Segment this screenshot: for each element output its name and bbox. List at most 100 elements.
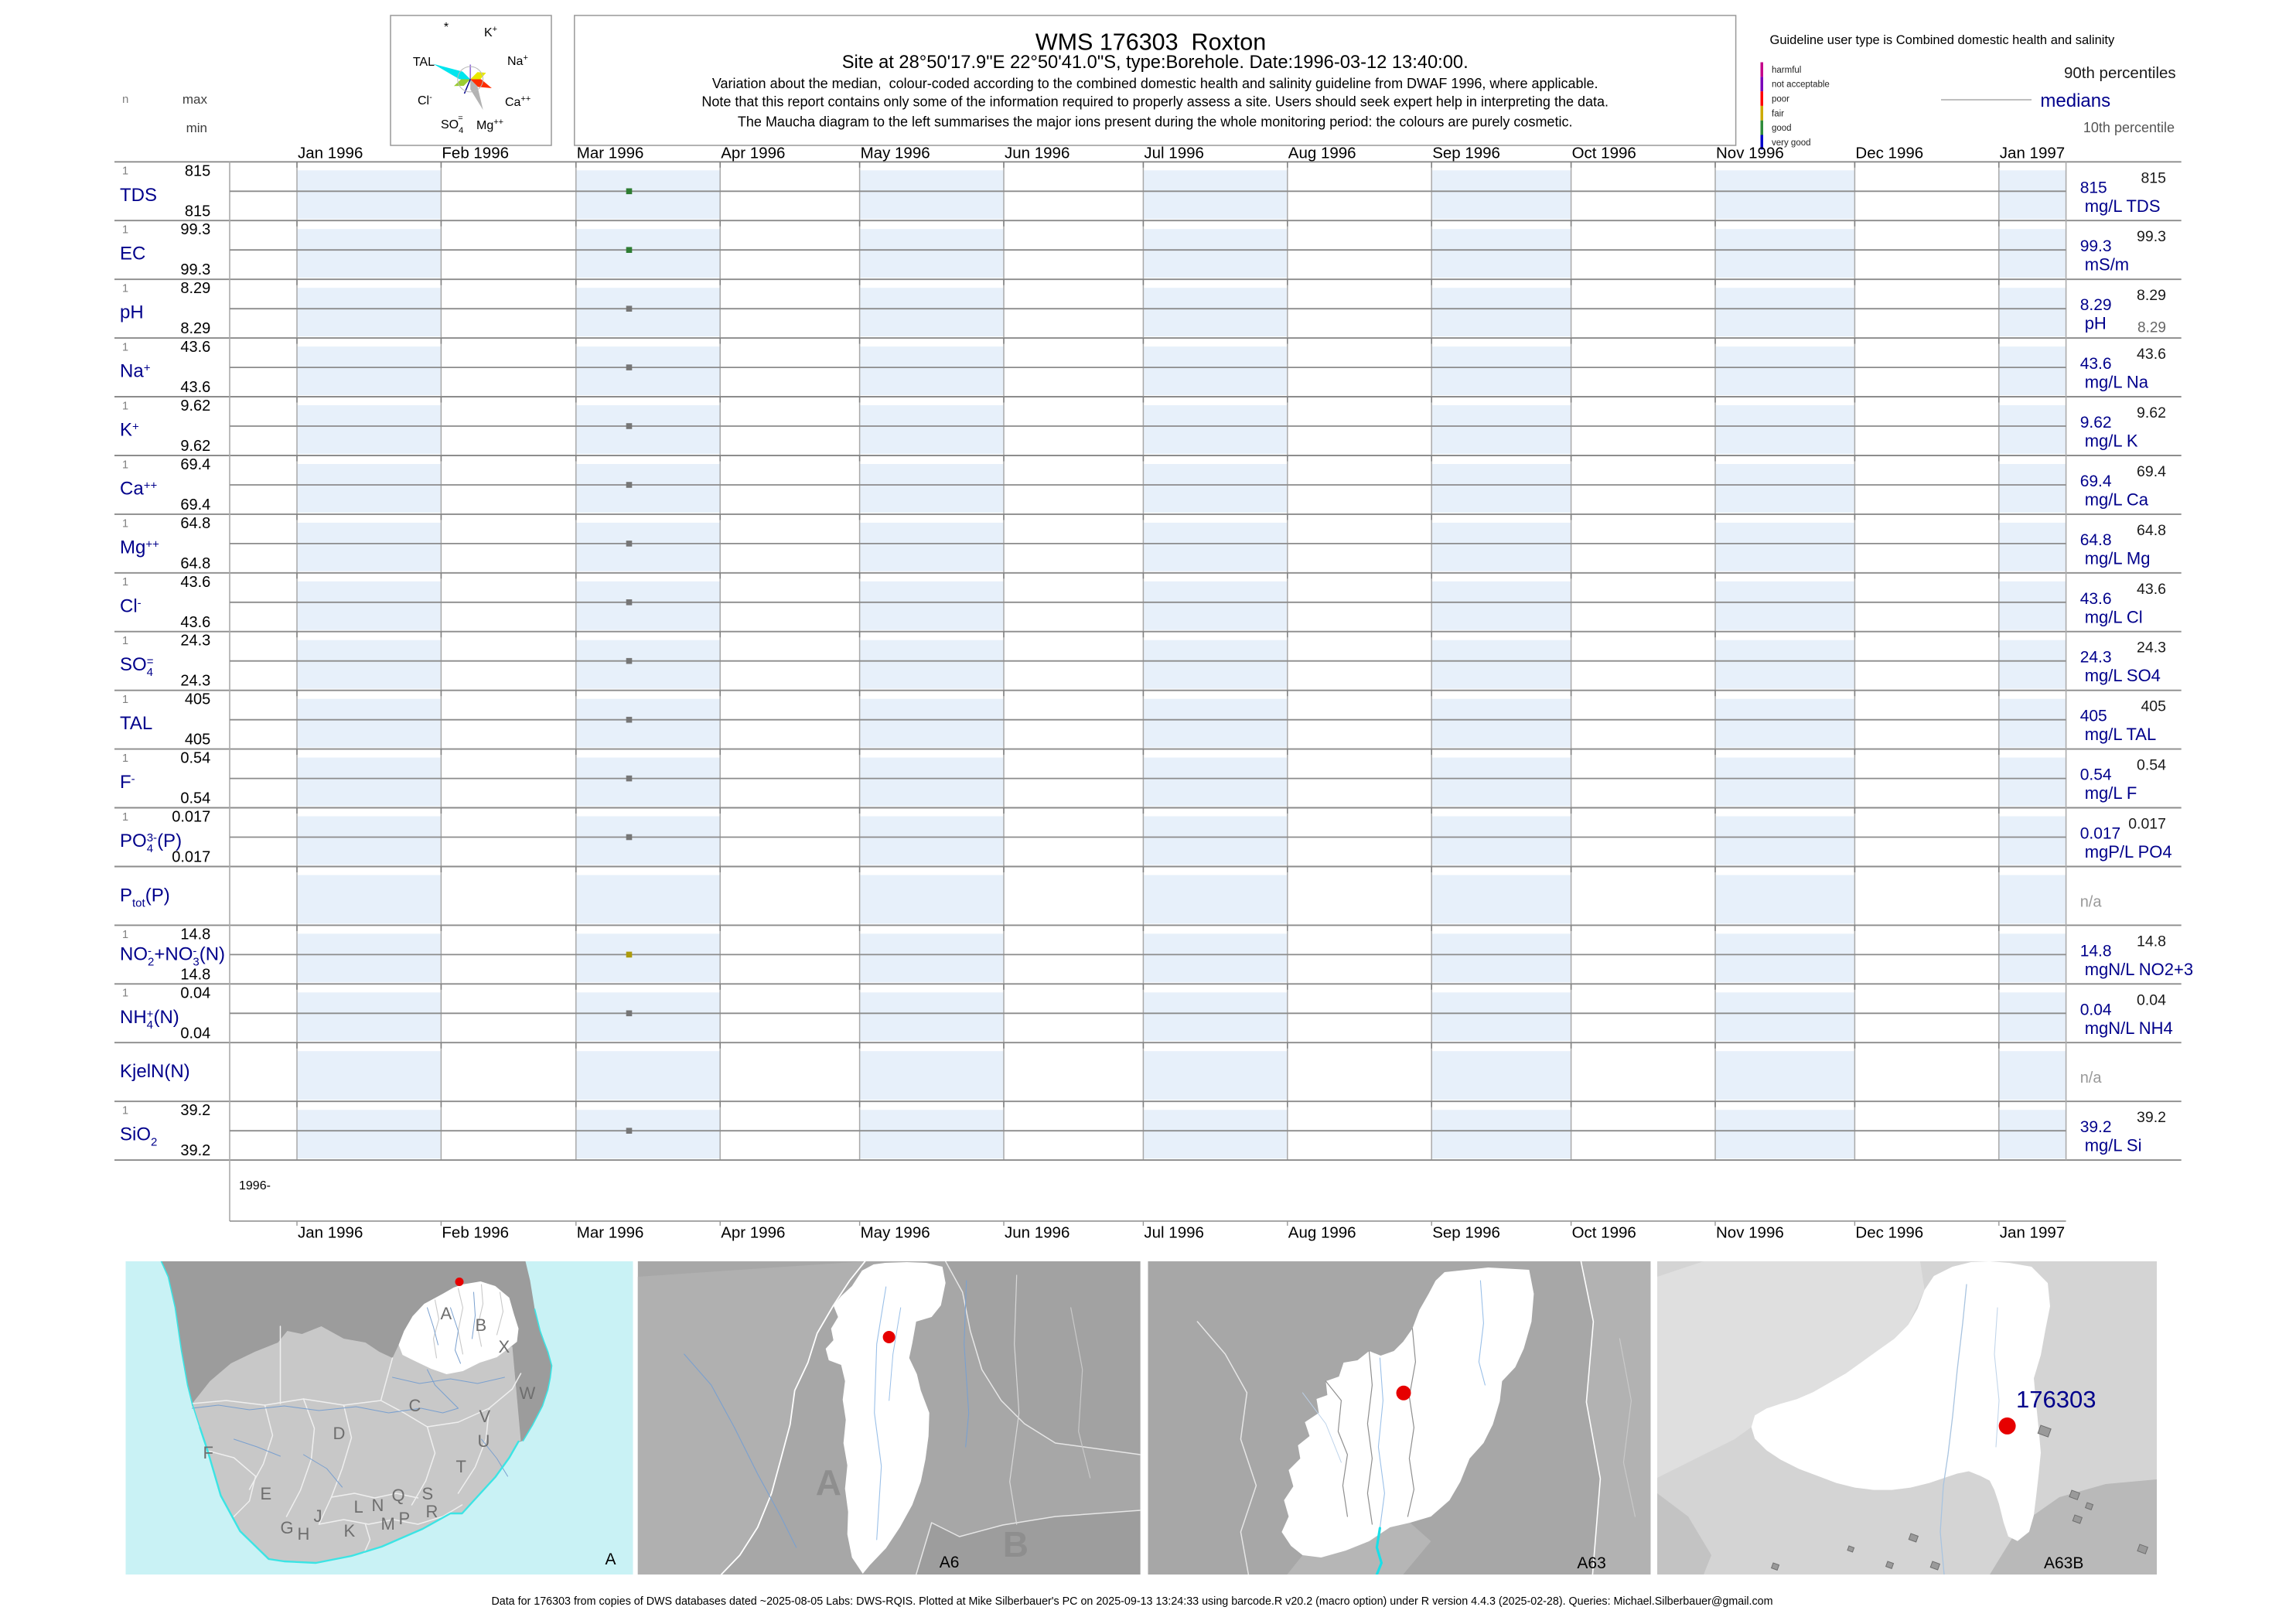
svg-text:43.6: 43.6 [180,614,210,631]
svg-text:mg/L Mg: mg/L Mg [2085,548,2151,568]
svg-text:mg/L Na: mg/L Na [2085,373,2149,392]
svg-text:A63: A63 [1577,1554,1605,1572]
svg-text:*: * [444,21,449,34]
svg-text:Na+: Na+ [507,53,528,68]
svg-text:S: S [422,1484,434,1503]
svg-text:9.62: 9.62 [180,438,210,455]
svg-text:K: K [344,1521,356,1540]
svg-text:99.3: 99.3 [180,261,210,278]
svg-text:W: W [520,1383,536,1403]
svg-text:n: n [122,93,128,106]
svg-text:43.6: 43.6 [180,339,210,356]
svg-text:1: 1 [122,400,128,412]
svg-text:Apr 1996: Apr 1996 [721,1224,785,1242]
svg-text:mg/L TDS: mg/L TDS [2085,196,2161,216]
svg-text:64.8: 64.8 [2137,522,2166,539]
svg-text:mg/L SO4: mg/L SO4 [2085,666,2161,685]
svg-text:1: 1 [122,224,128,237]
svg-text:mg/L K: mg/L K [2085,432,2138,451]
svg-text:pH: pH [120,302,144,323]
svg-text:0.017: 0.017 [2080,825,2121,843]
svg-text:fair: fair [1772,109,1784,118]
svg-text:1: 1 [122,342,128,354]
svg-text:mg/L Ca: mg/L Ca [2085,490,2149,510]
svg-text:14.8: 14.8 [2080,942,2112,960]
svg-text:8.29: 8.29 [2137,319,2166,336]
svg-text:not acceptable: not acceptable [1772,80,1830,90]
svg-text:A: A [441,1304,452,1323]
svg-text:mg/L F: mg/L F [2085,783,2137,803]
svg-text:Mar 1996: Mar 1996 [577,145,644,162]
svg-text:Guideline user type is Combine: Guideline user type is Combined domestic… [1770,33,2115,47]
svg-text:Mar 1996: Mar 1996 [577,1224,644,1242]
svg-text:815: 815 [185,203,210,220]
svg-text:Oct 1996: Oct 1996 [1572,145,1636,162]
svg-text:405: 405 [185,691,210,708]
svg-text:May 1996: May 1996 [861,145,930,162]
svg-text:Oct 1996: Oct 1996 [1572,1224,1636,1242]
svg-text:Jun 1996: Jun 1996 [1005,145,1070,162]
svg-text:NO-2​+NO-3​(N): NO-2​+NO-3​(N) [120,943,225,968]
svg-text:n/a: n/a [2080,894,2103,911]
svg-text:Variation about the median, c: Variation about the median, colour-coded… [712,76,1598,91]
svg-text:0.04: 0.04 [2137,991,2166,1008]
svg-text:1: 1 [122,929,128,941]
svg-text:0.54: 0.54 [180,790,210,807]
svg-text:very good: very good [1772,138,1811,148]
svg-text:Aug 1996: Aug 1996 [1288,1224,1356,1242]
svg-text:Ptot(P): Ptot(P) [120,885,170,910]
svg-text:0.017: 0.017 [172,809,210,826]
svg-text:Apr 1996: Apr 1996 [721,145,785,162]
svg-text:0.017: 0.017 [2128,816,2166,833]
svg-text:1: 1 [122,1105,128,1117]
svg-text:Cl-: Cl- [418,93,432,107]
svg-text:815: 815 [185,162,210,179]
svg-text:PO3-4​(P): PO3-4​(P) [120,831,182,855]
svg-text:8.29: 8.29 [2080,296,2112,314]
svg-text:Dec 1996: Dec 1996 [1855,145,1923,162]
svg-text:1996-: 1996- [239,1179,271,1192]
svg-text:M: M [381,1514,395,1534]
svg-text:A6: A6 [940,1554,960,1571]
svg-text:TDS: TDS [120,185,157,206]
svg-text:pH: pH [2085,314,2107,333]
svg-text:43.6: 43.6 [2080,355,2112,373]
svg-text:T: T [456,1457,466,1476]
svg-text:14.8: 14.8 [180,966,210,983]
svg-text:43.6: 43.6 [2137,346,2166,363]
svg-text:43.6: 43.6 [180,574,210,591]
svg-text:Note that this report contains: Note that this report contains only some… [701,94,1609,110]
svg-text:10th percentile: 10th percentile [2083,120,2175,135]
svg-text:0.017: 0.017 [172,849,210,866]
svg-text:1: 1 [122,694,128,706]
svg-text:8.29: 8.29 [180,320,210,337]
svg-text:1: 1 [122,811,128,824]
svg-text:9.62: 9.62 [2080,414,2112,432]
svg-text:39.2: 39.2 [2137,1109,2166,1126]
svg-text:99.3: 99.3 [2080,237,2112,255]
svg-text:0.54: 0.54 [180,750,210,767]
svg-text:69.4: 69.4 [180,496,210,513]
svg-text:C: C [409,1396,421,1415]
svg-text:mgN/L NH4: mgN/L NH4 [2085,1018,2173,1038]
svg-text:Feb 1996: Feb 1996 [442,1224,509,1242]
svg-text:medians: medians [2040,90,2110,111]
svg-text:69.4: 69.4 [180,456,210,473]
svg-text:N: N [372,1496,384,1515]
svg-text:1: 1 [122,517,128,530]
svg-text:43.6: 43.6 [180,379,210,396]
svg-text:99.3: 99.3 [180,221,210,238]
svg-text:24.3: 24.3 [2080,649,2112,667]
svg-text:24.3: 24.3 [2137,640,2166,657]
svg-text:405: 405 [2141,698,2166,715]
svg-text:Ca++​: Ca++​ [120,479,157,500]
svg-text:14.8: 14.8 [2137,933,2166,950]
svg-text:L: L [354,1497,363,1517]
svg-text:X: X [499,1337,510,1356]
svg-text:WMS 176303 Roxton: WMS 176303 Roxton [1035,29,1266,56]
svg-text:69.4: 69.4 [2137,463,2166,480]
svg-text:A: A [606,1551,616,1568]
svg-text:max: max [183,92,208,107]
svg-text:1: 1 [122,165,128,178]
svg-text:14.8: 14.8 [180,926,210,943]
